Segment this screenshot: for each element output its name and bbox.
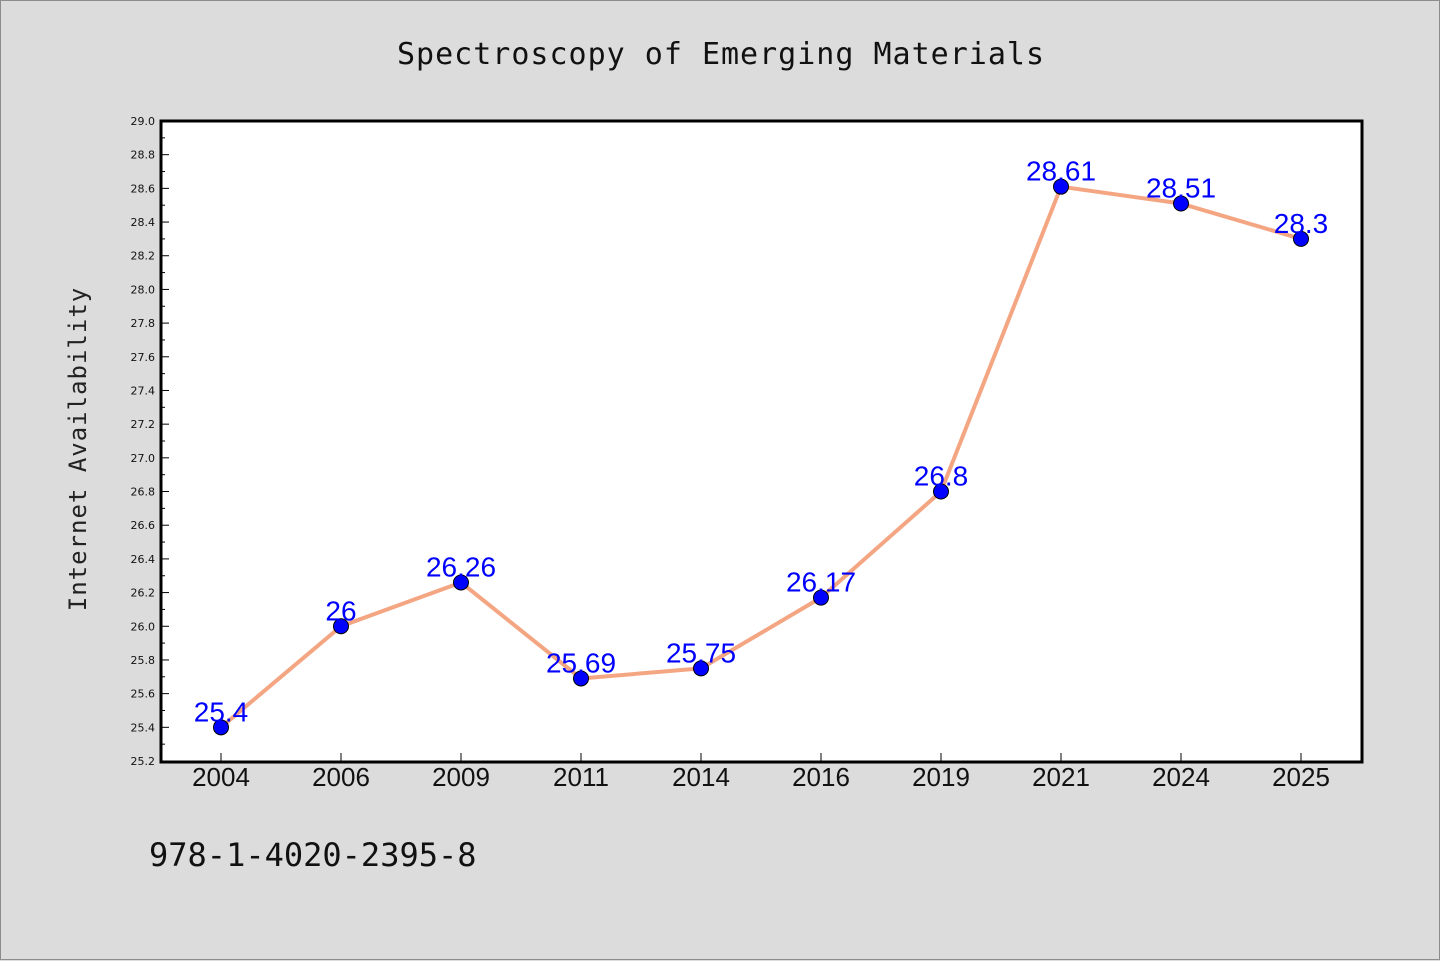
data-point-marker — [813, 589, 829, 606]
data-point-marker — [333, 618, 349, 635]
data-point-label: 25.75 — [666, 637, 736, 668]
x-tick-label: 2024 — [1152, 762, 1210, 792]
x-tick-label: 2011 — [553, 762, 609, 792]
x-tick-label: 2004 — [192, 762, 250, 792]
data-point-marker — [213, 719, 229, 736]
y-tick-label: 25.4 — [131, 721, 156, 734]
y-tick-label: 26.6 — [131, 519, 156, 532]
x-tick-label: 2025 — [1272, 762, 1330, 792]
y-tick-label: 26.8 — [131, 486, 156, 499]
y-axis-ticks: 25.2 25.4 25.6 25.8 26.0 26.2 26.4 26.6 26.8 27.0… — [131, 115, 169, 768]
y-tick-label: 25.8 — [131, 654, 156, 667]
y-tick-label: 27.8 — [131, 317, 156, 330]
data-point-marker — [1173, 195, 1189, 212]
series-line — [219, 184, 1303, 730]
data-point-marker — [693, 660, 709, 677]
x-axis-ticks: 2004 2006 2009 2011 2014 2016 2019 2021 2024 2025 — [192, 753, 1330, 792]
x-tick-label: 2009 — [432, 762, 490, 792]
data-point-label: 25.4 — [194, 696, 249, 727]
marker-group — [213, 178, 1309, 736]
y-axis-label: Internet Availability — [64, 287, 92, 611]
data-point-marker — [1053, 178, 1069, 195]
x-tick-label: 2019 — [912, 762, 970, 792]
data-point-marker — [573, 670, 589, 687]
y-tick-label: 28.0 — [131, 283, 156, 296]
data-label-group: 25.4 26 26.26 25.69 25.75 26.17 26.8 28.61 28.51… — [194, 156, 1329, 728]
y-tick-label: 28.4 — [131, 216, 156, 229]
y-tick-label: 29.0 — [131, 115, 156, 128]
y-tick-label: 28.8 — [131, 149, 156, 162]
isbn-text: 978-1-4020-2395-8 — [149, 836, 477, 874]
x-tick-label: 2021 — [1032, 762, 1090, 792]
data-point-label: 28.51 — [1146, 173, 1216, 204]
x-tick-label: 2014 — [672, 762, 730, 792]
data-point-label: 26.26 — [426, 551, 496, 582]
data-point-label: 28.3 — [1274, 208, 1329, 239]
data-point-label: 26.8 — [914, 461, 969, 492]
series-line-group — [219, 184, 1303, 730]
data-point-marker — [453, 574, 469, 591]
y-tick-label: 27.0 — [131, 452, 156, 465]
y-tick-label: 27.6 — [131, 351, 156, 364]
y-tick-label: 27.4 — [131, 384, 156, 397]
y-tick-label: 27.2 — [131, 418, 156, 431]
data-point-marker — [933, 483, 949, 500]
chart-title: Spectroscopy of Emerging Materials — [397, 37, 1045, 72]
data-point-label: 25.69 — [546, 647, 616, 678]
y-tick-label: 25.2 — [131, 755, 156, 768]
y-tick-label: 26.4 — [131, 553, 156, 566]
y-tick-label: 28.2 — [131, 250, 156, 263]
plot-area — [159, 119, 1364, 764]
y-tick-label: 25.6 — [131, 688, 156, 701]
data-point-label: 28.61 — [1026, 156, 1096, 187]
y-tick-label: 28.6 — [131, 182, 156, 195]
x-tick-label: 2006 — [312, 762, 370, 792]
y-tick-label: 26.2 — [131, 587, 156, 600]
x-tick-label: 2016 — [792, 762, 850, 792]
y-tick-label: 26.0 — [131, 620, 156, 633]
data-point-marker — [1293, 230, 1309, 247]
data-point-label: 26.17 — [786, 567, 856, 598]
data-point-label: 26 — [325, 595, 356, 626]
